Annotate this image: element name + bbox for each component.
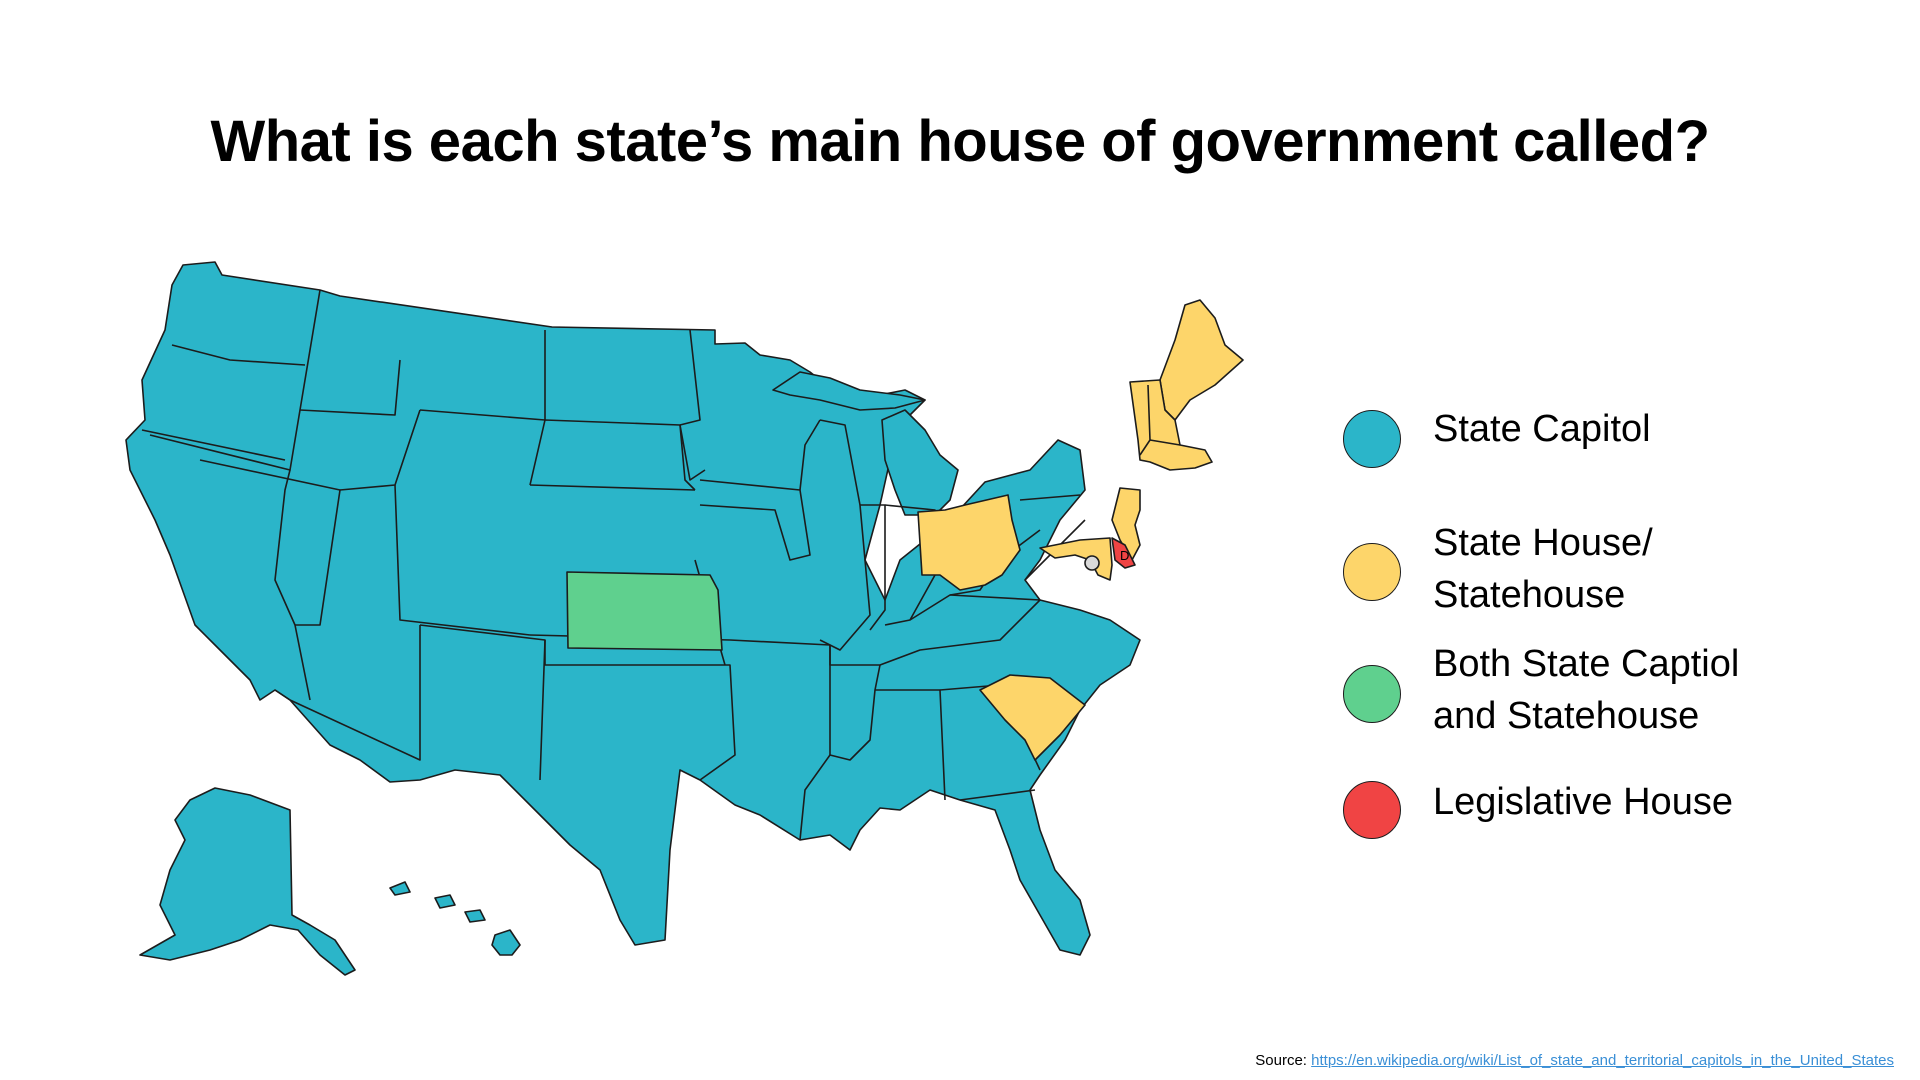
legend-label: Both State Captiol and Statehouse — [1433, 643, 1740, 737]
legend-swatch — [1343, 543, 1401, 601]
map-region-delaware — [1111, 537, 1136, 569]
map-region-alaska — [139, 787, 356, 976]
map-region-south-carolina — [979, 674, 1086, 761]
page-title: What is each state’s main house of gover… — [210, 109, 1710, 174]
legend-item-state-capitol: State Capitol — [1343, 395, 1903, 525]
source-prefix: Source: — [1255, 1052, 1307, 1069]
map-region-kansas — [566, 571, 723, 651]
legend-label: Legislative House — [1433, 781, 1733, 823]
map-region-ohio — [917, 494, 1021, 591]
legend-item-both: Both State Captiol and Statehouse — [1343, 643, 1903, 790]
delaware-label: D — [1120, 548, 1129, 563]
legend-label: State Capitol — [1433, 408, 1651, 450]
legend-swatch — [1343, 665, 1401, 723]
map-region-maine — [1159, 299, 1244, 421]
legend-item-legislative-house: Legislative House — [1343, 781, 1903, 920]
map-region-hawaii — [389, 881, 521, 956]
map-region-new-jersey — [1111, 487, 1141, 561]
map-region-new-england — [1129, 379, 1213, 471]
legend-item-state-house: State House/ Statehouse — [1343, 522, 1903, 655]
legend: State Capitol State House/ Statehouse Bo… — [1343, 395, 1903, 920]
legend-swatch — [1343, 410, 1401, 468]
dc-marker — [1084, 555, 1100, 571]
source-line: Source: https://en.wikipedia.org/wiki/Li… — [1255, 1052, 1894, 1069]
legend-swatch — [1343, 781, 1401, 839]
source-link[interactable]: https://en.wikipedia.org/wiki/List_of_st… — [1311, 1052, 1894, 1069]
map-region-maryland — [1039, 537, 1113, 581]
legend-label: State House/ Statehouse — [1433, 522, 1653, 616]
